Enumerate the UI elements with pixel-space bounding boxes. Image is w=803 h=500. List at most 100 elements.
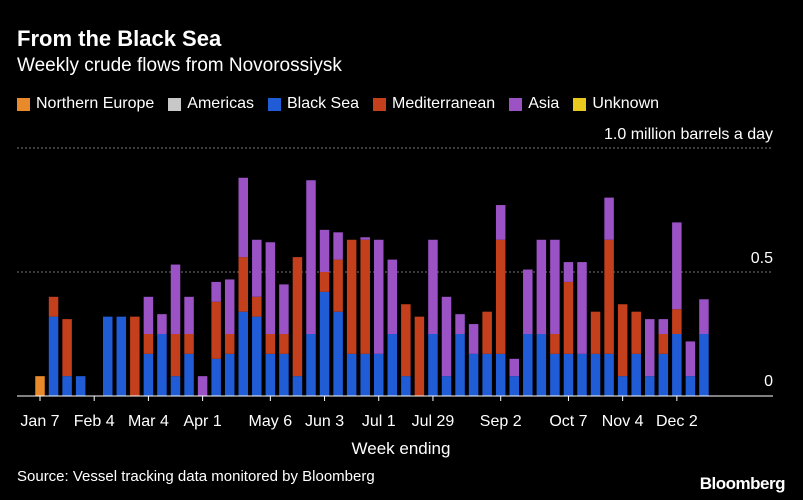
bar-week-38-black-sea — [550, 353, 560, 396]
bar-week-19-black-sea — [292, 376, 303, 396]
bar-week-10-asia — [170, 264, 181, 334]
bar-week-11-black-sea — [184, 353, 194, 396]
x-tick-label-0: Jan 7 — [20, 413, 59, 430]
legend-item-americas: Americas — [168, 95, 254, 113]
bar-week-22-asia — [333, 232, 343, 260]
legend-swatch-asia — [509, 97, 523, 111]
bar-week-7-mediterranean — [130, 316, 140, 396]
bar-week-32-asia — [468, 324, 479, 354]
bar-week-14-mediterranean — [224, 334, 235, 354]
bar-week-47-asia — [672, 222, 682, 310]
bar-week-24-asia — [360, 237, 370, 240]
legend-swatch-unknown — [573, 97, 587, 111]
bar-week-49-black-sea — [699, 334, 709, 396]
legend-label-unknown: Unknown — [592, 95, 660, 112]
bar-week-46-black-sea — [658, 353, 669, 396]
bar-week-42-asia — [604, 197, 614, 240]
bar-week-11-asia — [184, 296, 194, 334]
bar-week-18-mediterranean — [279, 334, 289, 354]
y-tick-label-2: 1.0 million barrels a day — [604, 126, 773, 143]
legend-swatch-black-sea — [267, 97, 281, 111]
bar-week-48-asia — [685, 341, 696, 377]
bar-week-2-mediterranean — [62, 319, 72, 377]
bar-week-12-asia — [197, 376, 208, 396]
x-tick-label-3: Apr 1 — [183, 413, 221, 430]
y-tick-label-1: 0.5 — [751, 250, 773, 267]
bar-week-11-mediterranean — [184, 334, 194, 354]
legend-item-black-sea: Black Sea — [267, 95, 360, 113]
bar-week-13-black-sea — [211, 358, 221, 396]
x-tick-label-2: Mar 4 — [128, 413, 169, 430]
bar-week-36-asia — [523, 269, 533, 334]
bar-week-35-asia — [509, 358, 519, 377]
bar-week-32-black-sea — [468, 353, 479, 396]
bar-week-17-black-sea — [265, 353, 276, 396]
bar-week-34-mediterranean — [495, 239, 506, 354]
bar-week-39-asia — [563, 262, 574, 282]
bar-week-34-asia — [495, 205, 506, 240]
bar-week-29-black-sea — [428, 334, 438, 396]
bar-week-14-asia — [224, 279, 235, 334]
bar-week-35-black-sea — [509, 376, 519, 396]
bar-week-22-mediterranean — [333, 259, 343, 312]
legend-label-black-sea: Black Sea — [286, 95, 360, 112]
bar-week-21-mediterranean — [319, 272, 330, 292]
bar-week-31-asia — [455, 314, 465, 334]
bar-week-28-mediterranean — [414, 316, 425, 396]
legend: Northern Europe Americas Black Sea Medit… — [17, 95, 673, 113]
legend-swatch-americas — [168, 97, 182, 111]
bar-week-23-mediterranean — [346, 239, 357, 354]
bar-week-25-black-sea — [374, 353, 384, 396]
bar-week-19-mediterranean — [292, 257, 303, 377]
legend-item-asia: Asia — [509, 95, 559, 113]
x-axis-title: Week ending — [352, 439, 451, 458]
bar-week-48-black-sea — [685, 376, 696, 396]
legend-label-americas: Americas — [187, 95, 254, 112]
chart-title: From the Black Sea — [17, 26, 222, 51]
bar-week-24-mediterranean — [360, 239, 370, 354]
bar-week-16-mediterranean — [252, 296, 262, 317]
bar-week-14-black-sea — [224, 353, 235, 396]
bar-week-38-mediterranean — [550, 334, 560, 354]
bar-week-27-mediterranean — [401, 304, 411, 377]
bar-week-49-asia — [699, 299, 709, 334]
bar-week-8-black-sea — [143, 353, 154, 396]
bar-week-44-mediterranean — [631, 311, 641, 354]
x-tick-label-4: May 6 — [249, 413, 293, 430]
x-tick-label-10: Nov 4 — [602, 413, 644, 430]
bar-week-1-black-sea — [48, 316, 59, 396]
bar-week-41-black-sea — [590, 353, 601, 396]
bar-week-18-asia — [279, 284, 289, 334]
legend-item-northern-europe: Northern Europe — [17, 95, 154, 113]
bar-week-39-mediterranean — [563, 281, 574, 354]
bar-week-23-black-sea — [346, 353, 357, 396]
bar-week-43-mediterranean — [617, 304, 628, 377]
bar-week-38-asia — [550, 239, 560, 334]
bar-week-26-black-sea — [387, 334, 398, 396]
bar-week-33-mediterranean — [482, 311, 492, 354]
legend-item-mediterranean: Mediterranean — [373, 95, 495, 113]
bar-week-40-black-sea — [577, 353, 587, 396]
x-tick-label-6: Jul 1 — [362, 413, 396, 430]
legend-swatch-mediterranean — [373, 97, 387, 111]
bar-week-9-black-sea — [157, 334, 167, 396]
bar-week-47-black-sea — [672, 334, 682, 396]
legend-label-mediterranean: Mediterranean — [392, 95, 496, 112]
bar-week-9-asia — [157, 314, 167, 334]
bar-week-36-black-sea — [523, 334, 533, 396]
bar-week-41-mediterranean — [590, 311, 601, 354]
bar-week-20-black-sea — [306, 334, 316, 396]
x-tick-label-1: Feb 4 — [74, 413, 115, 430]
bar-week-30-black-sea — [441, 376, 452, 396]
bar-week-21-black-sea — [319, 291, 330, 396]
bar-week-17-mediterranean — [265, 334, 276, 354]
bar-week-13-asia — [211, 281, 221, 302]
bloomberg-logo: Bloomberg — [699, 474, 786, 493]
bar-week-20-asia — [306, 180, 316, 334]
bar-week-46-mediterranean — [658, 334, 669, 354]
bar-week-47-mediterranean — [672, 309, 682, 334]
bar-week-5-black-sea — [103, 316, 113, 396]
bar-week-42-black-sea — [604, 353, 614, 396]
bar-week-16-black-sea — [252, 316, 262, 396]
